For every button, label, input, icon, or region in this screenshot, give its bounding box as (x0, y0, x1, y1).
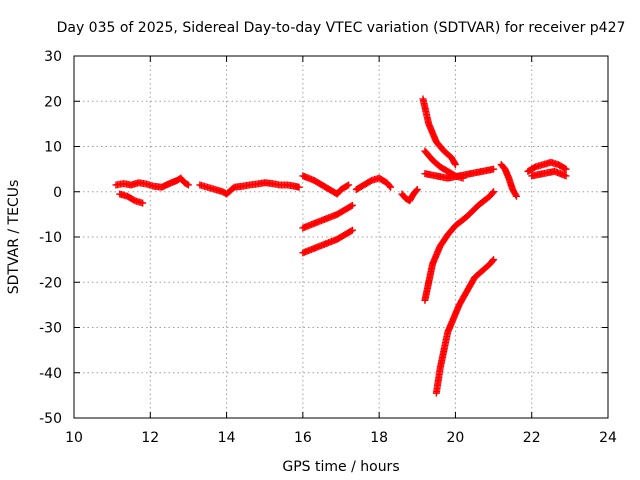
data-point (512, 192, 520, 200)
series-3 (299, 172, 353, 198)
data-point (387, 183, 395, 191)
x-tick-label: 10 (65, 430, 83, 446)
x-axis-label: GPS time / hours (282, 459, 399, 475)
series-5 (299, 226, 356, 257)
x-tick-label: 20 (447, 430, 465, 446)
x-tick-label: 12 (141, 430, 159, 446)
series-15 (528, 167, 570, 180)
series-4 (299, 201, 356, 232)
y-tick-label: -20 (39, 275, 62, 291)
series-6 (352, 174, 395, 193)
data-point (489, 189, 497, 197)
data-point (512, 191, 520, 199)
y-tick-label: 0 (53, 185, 62, 201)
data-point (343, 182, 351, 190)
data-point (347, 227, 355, 235)
y-tick-label: -40 (39, 366, 62, 382)
data-point (345, 181, 353, 189)
data-point (183, 180, 191, 188)
series-11 (421, 188, 498, 304)
x-tick-label: 14 (218, 430, 236, 446)
data-point (489, 257, 497, 265)
data-point (490, 165, 498, 173)
x-tick-label: 18 (370, 430, 388, 446)
y-tick-label: 10 (44, 140, 62, 156)
data-point (490, 188, 498, 196)
data-point (347, 202, 355, 210)
x-tick-label: 24 (599, 430, 617, 446)
series-1 (116, 190, 147, 207)
y-axis-label: SDTVAR / TECUs (6, 180, 22, 295)
series-8 (419, 95, 459, 169)
data-point (139, 199, 147, 207)
series-14 (524, 158, 570, 175)
chart-title: Day 035 of 2025, Sidereal Day-to-day VTE… (57, 20, 626, 36)
data-point (348, 201, 356, 209)
y-tick-label: 20 (44, 94, 62, 110)
series-12 (432, 256, 498, 397)
data-point (184, 181, 192, 189)
x-axis-ticks: 10 12 14 16 18 20 22 24 (65, 56, 617, 446)
data-points (112, 95, 570, 397)
series-2 (196, 179, 303, 198)
data-point (451, 161, 459, 169)
series-0 (112, 174, 192, 191)
data-point (348, 226, 356, 234)
y-tick-label: -50 (39, 411, 62, 427)
y-tick-label: -30 (39, 321, 62, 337)
series-13 (497, 161, 520, 200)
data-point (386, 182, 394, 190)
y-tick-label: -10 (39, 230, 62, 246)
data-point (561, 164, 569, 172)
y-axis-ticks: 30 20 10 0 -10 -20 -30 -40 -50 (39, 49, 608, 427)
data-point (413, 185, 421, 193)
x-tick-label: 22 (523, 430, 541, 446)
data-point (451, 159, 459, 167)
data-point (295, 183, 303, 191)
data-point (412, 187, 420, 195)
series-10 (421, 165, 498, 182)
data-point (562, 165, 570, 173)
data-point (490, 256, 498, 264)
x-tick-label: 16 (294, 430, 312, 446)
series-9 (421, 147, 467, 182)
series-7 (398, 185, 421, 205)
data-point (562, 172, 570, 180)
y-tick-label: 30 (44, 49, 62, 65)
